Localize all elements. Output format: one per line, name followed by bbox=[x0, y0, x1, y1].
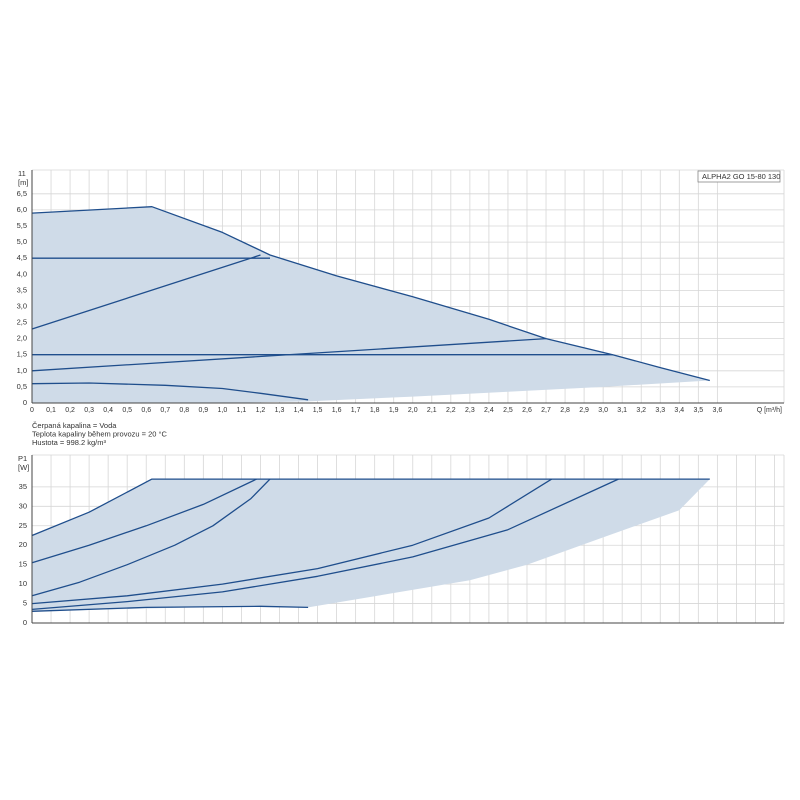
x-tick-label: 2,6 bbox=[522, 407, 532, 414]
x-tick-label: 0,9 bbox=[198, 407, 208, 414]
x-tick-label: 2,9 bbox=[579, 407, 589, 414]
y-tick-label: 2,0 bbox=[17, 334, 27, 343]
y-tick-label: 6,0 bbox=[17, 205, 27, 214]
y-tick-label: 5 bbox=[23, 599, 27, 608]
y-axis-unit: [W] bbox=[18, 463, 29, 472]
y-axis-label: P1 bbox=[18, 454, 27, 463]
x-tick-label: 1,4 bbox=[294, 407, 304, 414]
y-tick-label: 4,5 bbox=[17, 253, 27, 262]
y-tick-label: 1,5 bbox=[17, 350, 27, 359]
x-tick-label: 0,5 bbox=[122, 407, 132, 414]
x-tick-label: 1,5 bbox=[313, 407, 323, 414]
x-tick-label: 1,7 bbox=[351, 407, 361, 414]
line bbox=[31, 478, 619, 611]
chart-title: ALPHA2 GO 15-80 130 bbox=[702, 172, 780, 181]
area bbox=[32, 206, 710, 403]
x-tick-label: 0,8 bbox=[179, 407, 189, 414]
y-tick-label: 4,0 bbox=[17, 269, 27, 278]
note: Hustota = 998.2 kg/m³ bbox=[32, 438, 106, 447]
x-tick-label: 1,3 bbox=[275, 407, 285, 414]
x-tick-label: 2,4 bbox=[484, 407, 494, 414]
x-tick-label: 3,3 bbox=[655, 407, 665, 414]
y-tick-label: 5,0 bbox=[17, 237, 27, 246]
y-tick-label: 0 bbox=[23, 618, 27, 627]
y-tick-label: 25 bbox=[19, 521, 27, 530]
y-axis-label: 11 bbox=[18, 169, 26, 178]
line bbox=[31, 478, 710, 537]
x-tick-label: 3,6 bbox=[712, 407, 722, 414]
x-tick-label: 2,3 bbox=[465, 407, 475, 414]
line bbox=[31, 337, 547, 372]
y-tick-label: 15 bbox=[19, 560, 27, 569]
y-tick-label: 6,5 bbox=[17, 189, 27, 198]
y-axis-unit: [m] bbox=[18, 178, 28, 187]
x-tick-label: 1,1 bbox=[237, 407, 247, 414]
y-tick-label: 3,5 bbox=[17, 285, 27, 294]
x-tick-label: 2,7 bbox=[541, 407, 551, 414]
line bbox=[31, 605, 309, 612]
note: Čerpaná kapalina = Voda bbox=[32, 421, 117, 430]
x-tick-label: 3,2 bbox=[636, 407, 646, 414]
x-tick-label: 2,5 bbox=[503, 407, 513, 414]
x-tick-label: 3,0 bbox=[598, 407, 608, 414]
x-tick-label: 3,4 bbox=[674, 407, 684, 414]
x-tick-label: 2,8 bbox=[560, 407, 570, 414]
x-axis-label: Q [m³/h] bbox=[757, 407, 782, 414]
x-tick-label: 0,2 bbox=[65, 407, 75, 414]
line bbox=[31, 254, 261, 330]
y-tick-label: 1,0 bbox=[17, 366, 27, 375]
title-box bbox=[697, 170, 781, 183]
x-tick-label: 1,8 bbox=[370, 407, 380, 414]
x-tick-label: 2,1 bbox=[427, 407, 437, 414]
x-tick-label: 0,6 bbox=[141, 407, 151, 414]
y-tick-label: 0 bbox=[23, 398, 27, 407]
note: Teplota kapaliny během provozu = 20 °C bbox=[32, 429, 168, 438]
x-tick-label: 3,5 bbox=[693, 407, 703, 414]
x-tick-label: 1,0 bbox=[218, 407, 228, 414]
x-tick-label: 0,3 bbox=[84, 407, 94, 414]
x-tick-label: 1,2 bbox=[256, 407, 266, 414]
x-tick-label: 0,7 bbox=[160, 407, 170, 414]
area bbox=[32, 479, 710, 612]
y-tick-label: 35 bbox=[19, 482, 27, 491]
x-tick-label: 2,0 bbox=[408, 407, 418, 414]
x-tick-label: 2,2 bbox=[446, 407, 456, 414]
line bbox=[31, 206, 710, 382]
x-tick-label: 1,9 bbox=[389, 407, 399, 414]
line bbox=[31, 478, 553, 605]
line bbox=[31, 478, 257, 564]
x-tick-label: 0 bbox=[30, 407, 34, 414]
y-tick-label: 2,5 bbox=[17, 318, 27, 327]
line bbox=[31, 478, 271, 597]
y-tick-label: 10 bbox=[19, 579, 27, 588]
x-tick-label: 1,6 bbox=[332, 407, 342, 414]
x-tick-label: 0,1 bbox=[46, 407, 56, 414]
y-tick-label: 3,0 bbox=[17, 301, 27, 310]
y-tick-label: 0,5 bbox=[17, 382, 27, 391]
x-tick-label: 3,1 bbox=[617, 407, 627, 414]
y-tick-label: 5,5 bbox=[17, 221, 27, 230]
y-tick-label: 30 bbox=[19, 501, 27, 510]
y-tick-label: 20 bbox=[19, 540, 27, 549]
x-tick-label: 0,4 bbox=[103, 407, 113, 414]
line bbox=[31, 382, 309, 401]
